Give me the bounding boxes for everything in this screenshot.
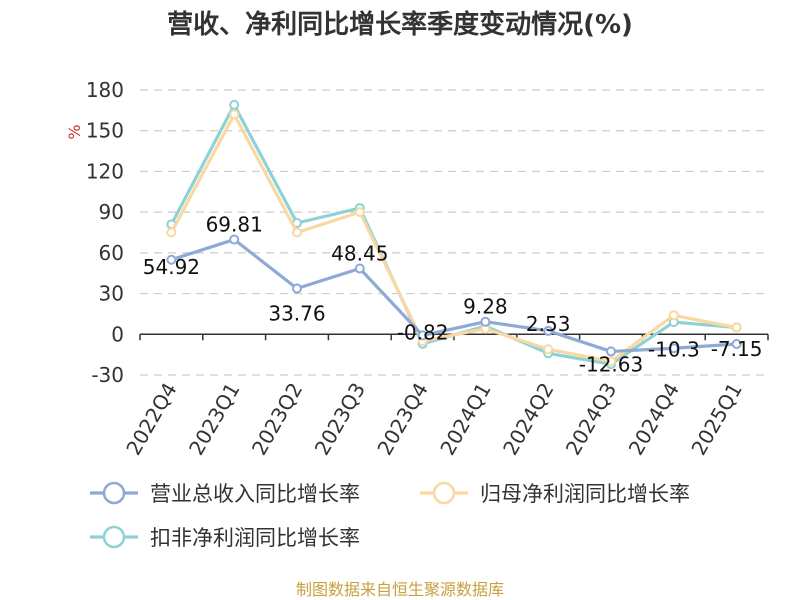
data-label: 69.81 <box>206 213 263 237</box>
x-tick-label: 2024Q2 <box>498 379 558 460</box>
data-label: -12.63 <box>579 352 643 376</box>
y-tick-label: -30 <box>91 363 124 387</box>
y-tick-label: 150 <box>86 119 124 143</box>
x-tick-label: 2023Q3 <box>310 379 370 460</box>
data-point <box>606 356 616 367</box>
x-tick-label: 2024Q3 <box>561 379 621 460</box>
chart-title: 营收、净利同比增长率季度变动情况(%) <box>167 10 633 40</box>
x-tick-label: 2023Q1 <box>184 379 244 460</box>
data-label: -7.15 <box>711 337 763 361</box>
legend-swatch-marker <box>432 481 456 505</box>
data-point <box>292 227 302 238</box>
data-point <box>668 343 679 354</box>
data-point <box>354 263 365 274</box>
y-tick-label: 120 <box>86 159 124 183</box>
data-label: 48.45 <box>331 242 388 266</box>
series-line <box>170 237 737 354</box>
data-point <box>166 227 177 238</box>
source-note: 制图数据来自恒生聚源数据库 <box>295 580 504 599</box>
data-point <box>166 254 177 265</box>
x-tick-label: 2023Q4 <box>372 379 432 460</box>
x-tick-label: 2025Q1 <box>686 379 746 460</box>
legend-item: 归母净利润同比增长率 <box>420 481 690 506</box>
data-label: -0.82 <box>397 320 449 344</box>
series-line <box>169 112 737 364</box>
data-point <box>417 330 428 341</box>
legend-label: 扣非净利润同比增长率 <box>150 526 360 550</box>
y-tick-label: 90 <box>99 200 124 224</box>
legend-label: 归母净利润同比增长率 <box>480 482 690 506</box>
data-point <box>354 207 365 218</box>
data-label: 54.92 <box>143 255 200 279</box>
data-point <box>606 346 616 357</box>
data-label: 2.53 <box>526 312 571 336</box>
series-0 <box>166 234 742 357</box>
data-label: -10.3 <box>648 337 700 361</box>
data-point <box>731 322 742 333</box>
data-labels: 54.9269.8133.7648.45-0.829.282.53-12.63-… <box>143 213 763 377</box>
x-tick-label: 2024Q1 <box>435 379 495 460</box>
data-point <box>229 99 240 110</box>
data-point <box>543 344 554 355</box>
data-point <box>480 316 491 327</box>
x-tick-label: 2022Q4 <box>121 379 181 460</box>
legend-swatch-marker <box>102 525 126 549</box>
x-tick-label: 2024Q4 <box>624 379 684 460</box>
data-point <box>543 325 554 336</box>
legend-label: 营业总收入同比增长率 <box>150 482 360 506</box>
legend-item: 营业总收入同比增长率 <box>90 481 360 506</box>
legend-swatch-marker <box>102 481 126 505</box>
data-point <box>668 310 679 321</box>
gridlines <box>140 89 768 376</box>
y-tick-label: 0 <box>111 322 124 346</box>
data-point <box>292 283 302 294</box>
y-axis-unit-label: % <box>65 124 84 139</box>
series-lines <box>166 99 742 370</box>
y-tick-label: 60 <box>99 241 124 265</box>
data-label: 9.28 <box>463 295 508 319</box>
legend-item: 扣非净利润同比增长率 <box>90 525 360 550</box>
data-point <box>229 109 240 120</box>
y-tick-label: 180 <box>86 78 124 102</box>
data-label: 33.76 <box>268 301 325 325</box>
data-point <box>229 234 240 245</box>
data-point <box>731 338 742 349</box>
y-tick-label: 30 <box>99 282 124 306</box>
x-tick-label: 2023Q2 <box>247 379 307 460</box>
